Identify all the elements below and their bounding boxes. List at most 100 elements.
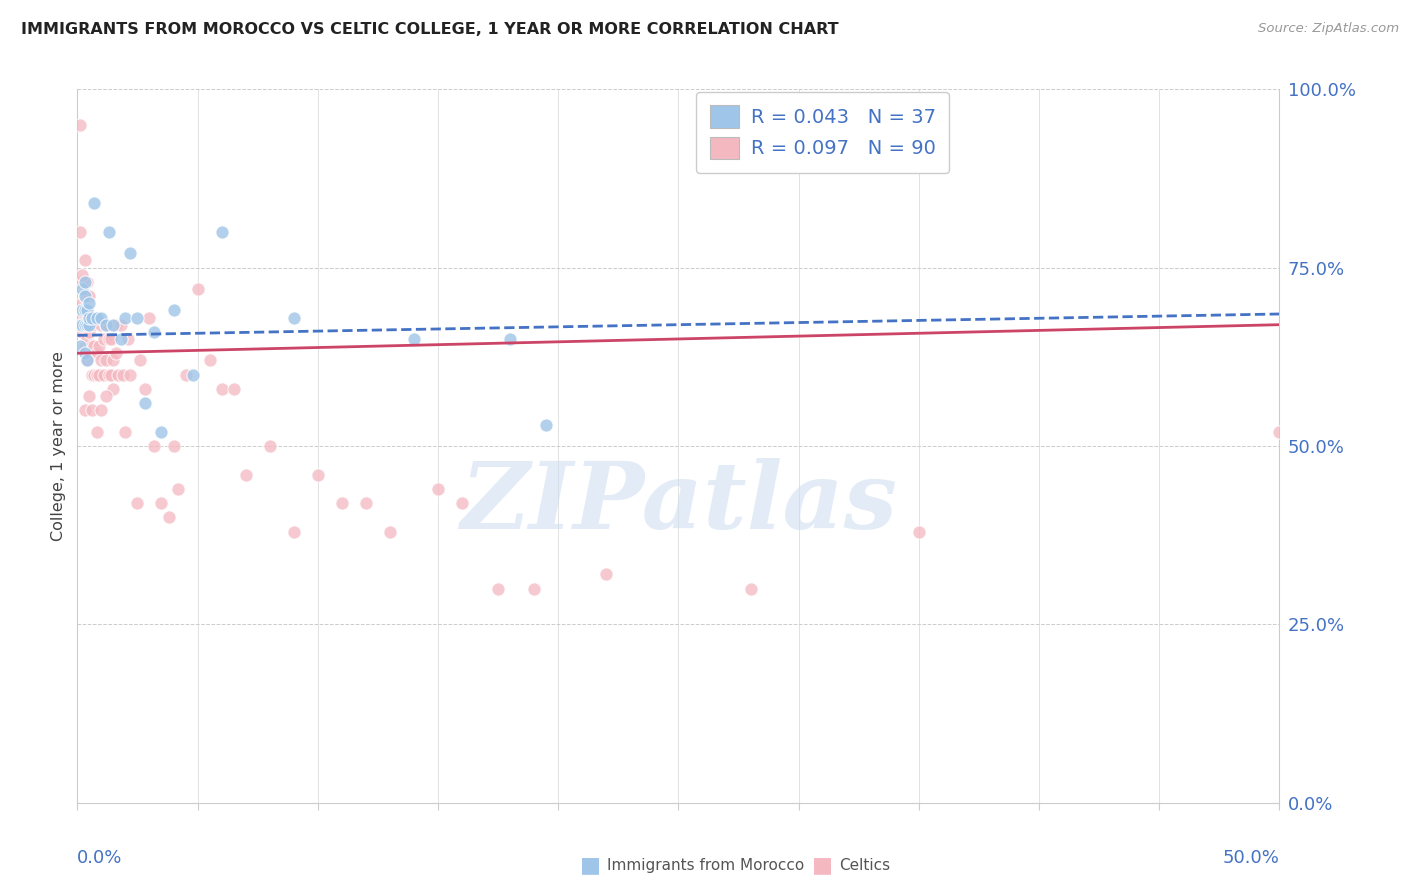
Point bbox=[83, 196, 105, 211]
Point bbox=[76, 289, 98, 303]
Point bbox=[87, 368, 110, 382]
Text: ■: ■ bbox=[581, 855, 600, 875]
Point bbox=[93, 368, 115, 382]
Point bbox=[73, 310, 96, 325]
Point bbox=[76, 318, 98, 332]
Point bbox=[103, 353, 125, 368]
Point bbox=[80, 403, 103, 417]
Point bbox=[283, 524, 305, 539]
Point bbox=[73, 318, 96, 332]
Point bbox=[69, 225, 91, 239]
Point bbox=[354, 496, 377, 510]
Point bbox=[402, 332, 425, 346]
Point bbox=[499, 332, 522, 346]
Point bbox=[127, 310, 149, 325]
Point bbox=[740, 582, 762, 596]
Point bbox=[73, 318, 96, 332]
Point bbox=[96, 318, 118, 332]
Point bbox=[83, 339, 105, 353]
Text: Source: ZipAtlas.com: Source: ZipAtlas.com bbox=[1258, 22, 1399, 36]
Point bbox=[117, 332, 139, 346]
Point bbox=[76, 318, 98, 332]
Point bbox=[69, 310, 91, 325]
Point bbox=[73, 275, 96, 289]
Point bbox=[96, 318, 118, 332]
Point bbox=[79, 318, 101, 332]
Point bbox=[73, 289, 96, 303]
Point bbox=[79, 325, 101, 339]
Point bbox=[211, 382, 233, 396]
Point bbox=[70, 310, 93, 325]
Point bbox=[86, 310, 108, 325]
Point bbox=[79, 389, 101, 403]
Point bbox=[104, 346, 127, 360]
Point bbox=[79, 289, 101, 303]
Point bbox=[86, 346, 108, 360]
Point bbox=[486, 582, 509, 596]
Point bbox=[110, 318, 132, 332]
Point bbox=[83, 310, 105, 325]
Point bbox=[73, 289, 96, 303]
Point bbox=[93, 332, 115, 346]
Point bbox=[76, 353, 98, 368]
Point bbox=[76, 310, 98, 325]
Point bbox=[143, 325, 166, 339]
Point bbox=[150, 496, 173, 510]
Point bbox=[103, 382, 125, 396]
Point bbox=[80, 368, 103, 382]
Point bbox=[70, 318, 93, 332]
Point bbox=[150, 425, 173, 439]
Point bbox=[73, 303, 96, 318]
Point bbox=[908, 524, 931, 539]
Point bbox=[69, 339, 91, 353]
Text: 50.0%: 50.0% bbox=[1223, 849, 1279, 867]
Point bbox=[174, 368, 197, 382]
Point bbox=[90, 310, 112, 325]
Text: Celtics: Celtics bbox=[839, 858, 890, 872]
Point bbox=[103, 318, 125, 332]
Point bbox=[134, 382, 156, 396]
Point bbox=[107, 368, 129, 382]
Point bbox=[211, 225, 233, 239]
Point bbox=[87, 339, 110, 353]
Point bbox=[259, 439, 281, 453]
Point bbox=[73, 303, 96, 318]
Point bbox=[90, 318, 112, 332]
Point bbox=[120, 368, 142, 382]
Point bbox=[73, 346, 96, 360]
Point bbox=[70, 282, 93, 296]
Point bbox=[76, 332, 98, 346]
Point bbox=[73, 403, 96, 417]
Point bbox=[110, 332, 132, 346]
Point bbox=[96, 389, 118, 403]
Point bbox=[143, 439, 166, 453]
Text: 0.0%: 0.0% bbox=[77, 849, 122, 867]
Point bbox=[86, 425, 108, 439]
Point bbox=[198, 353, 221, 368]
Point bbox=[97, 368, 120, 382]
Point bbox=[80, 310, 103, 325]
Point bbox=[79, 310, 101, 325]
Point bbox=[283, 310, 305, 325]
Point bbox=[127, 496, 149, 510]
Point bbox=[70, 268, 93, 282]
Point bbox=[128, 353, 150, 368]
Point bbox=[79, 310, 101, 325]
Point bbox=[378, 524, 401, 539]
Point bbox=[73, 253, 96, 268]
Point bbox=[76, 353, 98, 368]
Point bbox=[120, 246, 142, 260]
Point bbox=[80, 339, 103, 353]
Text: IMMIGRANTS FROM MOROCCO VS CELTIC COLLEGE, 1 YEAR OR MORE CORRELATION CHART: IMMIGRANTS FROM MOROCCO VS CELTIC COLLEG… bbox=[21, 22, 839, 37]
Point bbox=[111, 368, 134, 382]
Point bbox=[70, 303, 93, 318]
Point bbox=[90, 353, 112, 368]
Point bbox=[138, 310, 160, 325]
Point bbox=[307, 467, 329, 482]
Point bbox=[100, 332, 122, 346]
Point bbox=[97, 332, 120, 346]
Text: ZIPatlas: ZIPatlas bbox=[460, 458, 897, 548]
Point bbox=[80, 318, 103, 332]
Point bbox=[79, 346, 101, 360]
Point bbox=[83, 368, 105, 382]
